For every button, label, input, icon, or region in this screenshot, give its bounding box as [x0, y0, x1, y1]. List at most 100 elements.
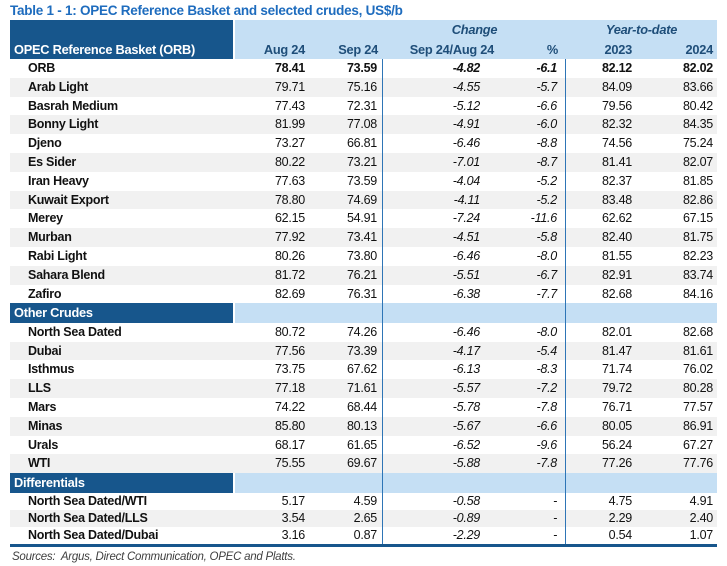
cell-aug24: 5.17 [281, 493, 306, 508]
cell-ytd-2024: 80.28 [682, 381, 713, 396]
header-col-aug24: Aug 24 [263, 42, 305, 57]
cell-percent: -8.0 [497, 322, 566, 342]
sources-note: Sources: Argus, Direct Communication, OP… [12, 550, 296, 563]
cell-percent: -5.8 [497, 228, 566, 247]
row-label: Zafiro [28, 286, 62, 301]
cell-aug24: 78.41 [274, 61, 305, 75]
cell-ytd-2023: 4.75 [608, 493, 633, 508]
row-label: North Sea Dated/Dubai [28, 527, 159, 542]
cell-percent: -5.2 [497, 171, 566, 191]
cell-percent: -7.8 [497, 398, 566, 417]
row-label: WTI [28, 456, 51, 471]
cell-aug24: 3.16 [281, 527, 306, 542]
table-row: Bonny Light 81.99 77.08 -4.91 -6.0 82.32… [10, 115, 717, 135]
cell-change: -4.11 [453, 192, 481, 207]
cell-aug24: 68.17 [274, 437, 305, 452]
section-band-spacer [383, 303, 566, 323]
row-label: Isthmus [28, 362, 75, 377]
cell-aug24: 73.75 [274, 362, 305, 377]
table-row: North Sea Dated/Dubai 3.16 0.87 -2.29 - … [10, 526, 717, 544]
cell-aug24: 78.80 [274, 192, 305, 207]
cell-ytd-2023: 83.48 [601, 192, 632, 207]
cell-ytd-2023: 84.09 [601, 79, 632, 94]
cell-aug24: 77.43 [274, 98, 305, 113]
cell-ytd-2024: 82.86 [682, 192, 713, 207]
table-bottom-border [10, 543, 717, 547]
cell-ytd-2024: 84.35 [682, 117, 713, 132]
section-band-spacer [566, 303, 717, 323]
row-label: Murban [28, 230, 72, 245]
row-label: ORB [28, 61, 56, 75]
cell-ytd-2024: 83.74 [682, 267, 713, 282]
cell-aug24: 80.72 [274, 324, 305, 339]
cell-sep24: 68.44 [310, 398, 383, 417]
cell-percent: -8.3 [497, 360, 566, 380]
section-band-spacer [235, 473, 383, 493]
cell-ytd-2024: 81.61 [682, 343, 713, 358]
cell-ytd-2023: 82.40 [601, 230, 632, 245]
cell-percent: -7.2 [497, 379, 566, 399]
cell-ytd-2023: 80.05 [601, 418, 632, 433]
table-section: ORB 78.41 73.59 -4.82 -6.1 82.12 82.02 A… [10, 59, 717, 304]
row-label: Minas [28, 418, 63, 433]
cell-aug24: 77.56 [274, 343, 305, 358]
cell-percent: -6.7 [497, 265, 566, 285]
cell-sep24: 0.87 [310, 526, 383, 544]
table-row: Kuwait Export 78.80 74.69 -4.11 -5.2 83.… [10, 190, 717, 210]
table-row: Es Sider 80.22 73.21 -7.01 -8.7 81.41 82… [10, 152, 717, 172]
cell-change: -5.57 [452, 381, 481, 396]
cell-ytd-2024: 82.07 [682, 154, 713, 169]
cell-ytd-2024: 4.91 [689, 493, 714, 508]
table-section: Differentials North Sea Dated/WTI 5.17 4… [10, 473, 717, 544]
cell-sep24: 80.13 [310, 416, 383, 436]
table-row: Zafiro 82.69 76.31 -6.38 -7.7 82.68 84.1… [10, 284, 717, 304]
row-label: Basrah Medium [28, 98, 118, 113]
cell-change: -0.58 [452, 493, 481, 508]
row-label: Bonny Light [28, 117, 99, 132]
cell-sep24: 69.67 [310, 454, 383, 474]
cell-change: -7.01 [452, 154, 481, 169]
table-row: Minas 85.80 80.13 -5.67 -6.6 80.05 86.91 [10, 416, 717, 436]
cell-ytd-2023: 82.37 [601, 173, 632, 188]
cell-sep24: 73.80 [310, 246, 383, 266]
section-band-spacer [566, 473, 717, 493]
cell-ytd-2024: 77.57 [682, 400, 713, 415]
cell-change: -5.51 [452, 267, 481, 282]
cell-ytd-2024: 81.85 [682, 173, 713, 188]
cell-aug24: 62.15 [274, 211, 305, 226]
cell-ytd-2023: 81.41 [601, 154, 632, 169]
table-row: Murban 77.92 73.41 -4.51 -5.8 82.40 81.7… [10, 228, 717, 247]
cell-ytd-2023: 62.62 [601, 211, 632, 226]
row-label: Mars [28, 400, 57, 415]
row-label: Rabi Light [28, 248, 87, 263]
cell-change: -6.52 [452, 437, 481, 452]
cell-aug24: 80.26 [274, 248, 305, 263]
row-label: North Sea Dated/WTI [28, 493, 147, 508]
cell-percent: -6.0 [497, 115, 566, 135]
cell-ytd-2023: 71.74 [601, 362, 632, 377]
cell-change: -4.51 [452, 230, 481, 245]
cell-ytd-2024: 84.16 [682, 286, 713, 301]
cell-percent: -5.7 [497, 77, 566, 97]
cell-percent: - [497, 509, 566, 527]
cell-ytd-2024: 80.42 [682, 98, 713, 113]
cell-percent: -5.4 [497, 341, 566, 361]
cell-sep24: 76.21 [310, 265, 383, 285]
cell-change: -6.13 [452, 362, 481, 377]
table-row: Iran Heavy 77.63 73.59 -4.04 -5.2 82.37 … [10, 171, 717, 191]
cell-ytd-2024: 2.40 [689, 510, 714, 525]
cell-aug24: 81.72 [274, 267, 305, 282]
cell-ytd-2024: 82.02 [682, 61, 713, 75]
cell-change: -2.29 [452, 527, 481, 542]
table-row: LLS 77.18 71.61 -5.57 -7.2 79.72 80.28 [10, 379, 717, 399]
table-row: Rabi Light 80.26 73.80 -6.46 -8.0 81.55 … [10, 246, 717, 266]
cell-sep24: 73.39 [310, 341, 383, 361]
cell-sep24: 74.69 [310, 190, 383, 210]
cell-aug24: 3.54 [281, 510, 306, 525]
table-row: Urals 68.17 61.65 -6.52 -9.6 56.24 67.27 [10, 435, 717, 455]
cell-aug24: 77.63 [274, 173, 305, 188]
table-row: Arab Light 79.71 75.16 -4.55 -5.7 84.09 … [10, 77, 717, 97]
cell-sep24: 73.41 [310, 228, 383, 247]
cell-ytd-2023: 81.47 [601, 343, 632, 358]
header-group-year-to-date: Year-to-date [605, 22, 678, 37]
